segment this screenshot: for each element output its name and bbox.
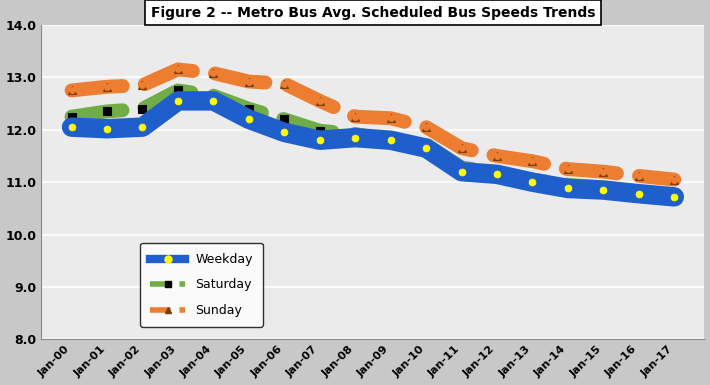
Saturday [457,165,466,170]
Sunday [386,116,395,121]
Line: Saturday: Saturday [67,86,679,201]
Saturday [386,138,395,142]
Weekday [599,188,608,192]
Weekday [103,126,111,131]
Weekday [209,99,218,103]
Saturday [670,194,679,199]
Sunday [457,146,466,151]
Saturday [315,129,324,133]
Weekday [315,138,324,142]
Weekday [386,138,395,142]
Sunday [599,169,608,174]
Sunday [67,88,76,93]
Saturday [528,177,537,182]
Legend: Weekday, Saturday, Sunday: Weekday, Saturday, Sunday [141,243,263,327]
Saturday [138,107,147,111]
Weekday [244,117,253,122]
Weekday [457,169,466,174]
Sunday [670,177,679,182]
Saturday [209,94,218,98]
Sunday [422,125,430,129]
Saturday [244,107,253,111]
Sunday [244,79,253,84]
Sunday [209,71,218,75]
Saturday [67,114,76,119]
Saturday [422,142,430,147]
Saturday [351,132,359,136]
Saturday [599,185,608,190]
Sunday [351,114,359,119]
Weekday [351,135,359,140]
Sunday [528,159,537,164]
Weekday [280,130,288,135]
Saturday [174,88,182,93]
Weekday [635,191,643,196]
Weekday [493,172,501,177]
Weekday [564,186,572,191]
Saturday [635,189,643,194]
Sunday [493,154,501,158]
Sunday [315,99,324,103]
Sunday [174,67,182,72]
Title: Figure 2 -- Metro Bus Avg. Scheduled Bus Speeds Trends: Figure 2 -- Metro Bus Avg. Scheduled Bus… [151,5,595,20]
Weekday [528,180,537,184]
Weekday [422,146,430,151]
Sunday [635,174,643,178]
Sunday [564,167,572,171]
Sunday [138,83,147,87]
Weekday [174,99,182,103]
Saturday [564,182,572,187]
Saturday [103,109,111,114]
Line: Weekday: Weekday [68,97,678,200]
Weekday [138,125,147,129]
Line: Sunday: Sunday [67,65,679,184]
Sunday [103,84,111,89]
Saturday [493,171,501,175]
Saturday [280,117,288,122]
Weekday [67,125,76,129]
Sunday [280,81,288,86]
Weekday [670,194,679,199]
